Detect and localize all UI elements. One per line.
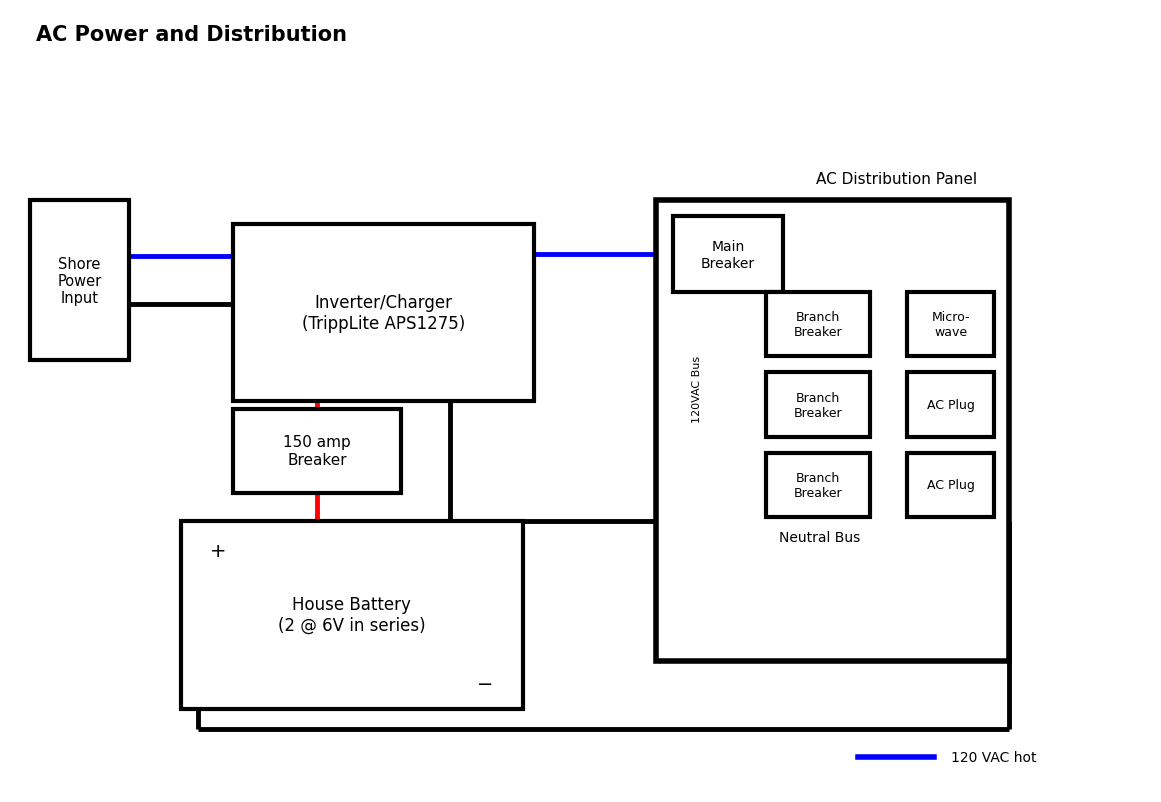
Text: Inverter/Charger
(TrippLite APS1275): Inverter/Charger (TrippLite APS1275)	[302, 294, 466, 333]
FancyBboxPatch shape	[907, 293, 994, 357]
FancyBboxPatch shape	[766, 373, 870, 437]
Text: AC Power and Distribution: AC Power and Distribution	[36, 26, 347, 46]
FancyBboxPatch shape	[30, 201, 129, 361]
Text: AC Plug: AC Plug	[926, 399, 974, 411]
Text: −: −	[477, 674, 493, 693]
FancyBboxPatch shape	[766, 293, 870, 357]
FancyBboxPatch shape	[233, 409, 401, 493]
Text: 120 VAC hot: 120 VAC hot	[951, 750, 1037, 764]
Text: Shore
Power
Input: Shore Power Input	[57, 257, 102, 306]
Text: Branch
Breaker: Branch Breaker	[794, 391, 842, 419]
Text: Main
Breaker: Main Breaker	[701, 240, 756, 270]
FancyBboxPatch shape	[907, 373, 994, 437]
Text: Branch
Breaker: Branch Breaker	[794, 471, 842, 499]
Text: 150 amp
Breaker: 150 amp Breaker	[283, 435, 351, 467]
FancyBboxPatch shape	[673, 217, 784, 293]
FancyBboxPatch shape	[656, 201, 1009, 661]
FancyBboxPatch shape	[907, 453, 994, 516]
Text: AC Distribution Panel: AC Distribution Panel	[815, 172, 976, 187]
Text: AC Plug: AC Plug	[926, 479, 974, 492]
Text: Neutral Bus: Neutral Bus	[779, 530, 860, 545]
Text: 120VAC Bus: 120VAC Bus	[692, 355, 701, 423]
FancyBboxPatch shape	[766, 453, 870, 516]
FancyBboxPatch shape	[233, 225, 534, 401]
Text: Branch
Breaker: Branch Breaker	[794, 311, 842, 339]
Text: Micro-
wave: Micro- wave	[931, 311, 969, 339]
FancyBboxPatch shape	[181, 520, 522, 709]
Text: +: +	[210, 541, 226, 560]
Text: House Battery
(2 @ 6V in series): House Battery (2 @ 6V in series)	[277, 595, 426, 634]
